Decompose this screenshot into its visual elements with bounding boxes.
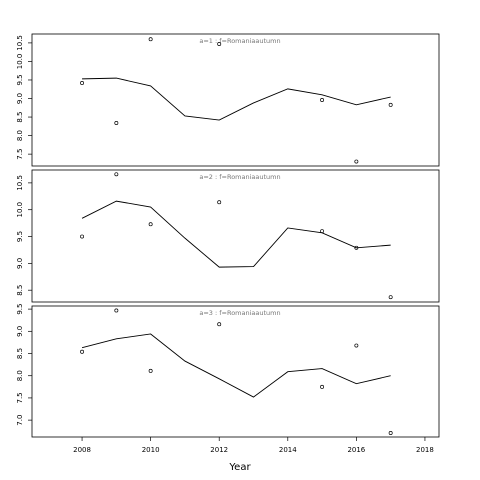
point: [148, 37, 153, 42]
point: [388, 295, 393, 300]
panel-title: a=2 : f=Romaniaautumn: [199, 173, 280, 181]
panel-title: a=1 : f=Romaniaautumn: [199, 37, 280, 45]
x-tick-label: 2018: [416, 446, 434, 454]
x-tick-label: 2010: [142, 446, 160, 454]
y-tick-label: 9.0: [16, 326, 24, 337]
point: [320, 384, 325, 389]
y-tick-label: 10.0: [16, 54, 24, 70]
y-tick-label: 7.5: [16, 149, 24, 160]
point: [354, 343, 359, 348]
y-tick-label: 7.0: [16, 415, 24, 426]
y-tick-label: 7.5: [16, 392, 24, 403]
point: [388, 102, 393, 107]
panel-title: a=3 : f=Romaniaautumn: [199, 309, 280, 317]
line: [81, 333, 391, 398]
point: [217, 42, 222, 46]
panel-frame: [31, 169, 440, 303]
line: [81, 200, 391, 268]
x-tick-label: 2014: [279, 446, 297, 454]
line: [82, 77, 391, 121]
y-tick-label: 8.5: [16, 285, 24, 296]
point: [148, 368, 153, 373]
panel-frame: [31, 305, 440, 438]
point: [80, 80, 85, 85]
y-tick-label: 10.0: [16, 202, 24, 218]
y-tick-label: 8.0: [16, 130, 24, 141]
y-tick-label: 9.5: [16, 74, 24, 85]
point: [217, 322, 222, 327]
point: [114, 121, 119, 125]
y-tick-label: 9.0: [16, 93, 24, 104]
y-tick-label: 8.5: [16, 348, 24, 359]
point: [354, 245, 359, 250]
point: [354, 159, 359, 164]
y-tick-label: 9.5: [16, 231, 24, 242]
point: [217, 200, 222, 205]
y-tick-label: 10.5: [16, 175, 24, 191]
point: [114, 308, 119, 313]
point: [114, 172, 119, 177]
point: [320, 229, 325, 234]
point: [80, 349, 85, 354]
x-axis-label: Year: [228, 462, 251, 473]
y-tick-label: 9.0: [16, 258, 24, 269]
point: [388, 431, 393, 435]
y-tick-label: 9.5: [16, 304, 24, 315]
point: [148, 222, 153, 227]
y-tick-label: 8.0: [16, 370, 24, 381]
point: [320, 98, 325, 102]
x-tick-label: 2012: [210, 446, 228, 454]
x-tick-label: 2008: [73, 446, 91, 454]
y-tick-label: 8.5: [16, 111, 24, 122]
point: [80, 234, 85, 239]
y-tick-label: 10.5: [16, 35, 24, 51]
x-tick-label: 2016: [347, 446, 365, 454]
panel-frame: [31, 33, 440, 167]
